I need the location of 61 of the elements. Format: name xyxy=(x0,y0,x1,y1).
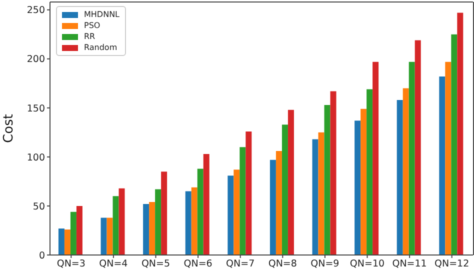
bar xyxy=(282,124,288,255)
bar xyxy=(276,151,282,255)
x-tick-label: QN=6 xyxy=(184,258,212,270)
legend-label: Random xyxy=(84,42,118,53)
x-tick-label: QN=4 xyxy=(99,258,128,270)
y-tick-label: 200 xyxy=(26,54,45,66)
bar xyxy=(64,230,70,255)
y-axis-title: Cost xyxy=(2,114,17,143)
bar xyxy=(457,12,464,255)
bar xyxy=(408,62,415,255)
bar xyxy=(318,132,324,255)
bar xyxy=(155,189,162,255)
y-tick-label: 250 xyxy=(26,5,45,16)
y-tick-label: 0 xyxy=(38,250,45,262)
bar xyxy=(451,34,458,255)
bar xyxy=(161,172,168,255)
bar xyxy=(445,62,452,255)
bar xyxy=(396,100,403,255)
bar xyxy=(414,40,421,255)
bar xyxy=(240,147,246,255)
bar xyxy=(76,206,82,255)
bar xyxy=(360,108,367,255)
x-tick-label: QN=11 xyxy=(392,258,427,270)
x-tick-label: QN=9 xyxy=(310,258,340,270)
x-tick-label: QN=8 xyxy=(268,258,297,270)
legend-label: MHDNNL xyxy=(84,9,120,20)
y-tick-label: 50 xyxy=(32,201,45,212)
bar xyxy=(228,176,234,255)
x-tick-label: QN=7 xyxy=(226,258,255,270)
bar xyxy=(118,188,125,255)
bar xyxy=(324,104,330,255)
bar xyxy=(312,139,318,255)
bar xyxy=(143,204,150,255)
bar xyxy=(234,170,240,255)
legend-label: PSO xyxy=(84,20,100,31)
x-tick-label: QN=10 xyxy=(350,258,385,270)
bar xyxy=(149,202,156,255)
bar xyxy=(185,191,192,255)
bar xyxy=(354,120,361,255)
bar xyxy=(106,218,113,255)
bar xyxy=(100,218,107,255)
bar xyxy=(288,110,294,255)
bar xyxy=(366,89,373,255)
y-tick-label: 100 xyxy=(26,152,45,164)
bar xyxy=(330,91,336,255)
bar xyxy=(203,154,210,255)
bar xyxy=(246,131,252,255)
bar xyxy=(197,168,204,255)
legend-label: RR xyxy=(84,31,96,42)
bar xyxy=(439,76,446,255)
x-tick-label: QN=3 xyxy=(56,258,86,270)
y-tick-label: 150 xyxy=(26,103,45,114)
x-tick-label: QN=5 xyxy=(141,258,170,270)
bar xyxy=(112,196,119,255)
bar xyxy=(191,187,198,255)
bar xyxy=(372,62,379,255)
bar xyxy=(70,212,76,255)
bar xyxy=(270,160,276,255)
bar xyxy=(402,88,409,255)
x-tick-label: QN=12 xyxy=(434,258,470,270)
bar xyxy=(58,228,64,255)
